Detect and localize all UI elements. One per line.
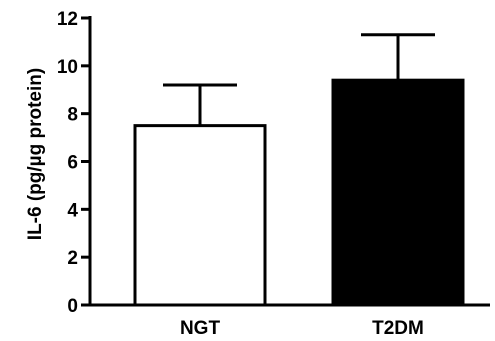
- y-tick-label-4: 4: [67, 200, 78, 221]
- x-tick-label-ngt: NGT: [180, 318, 221, 339]
- y-tick-label-12: 12: [57, 9, 78, 30]
- y-tick-label-10: 10: [57, 57, 78, 78]
- bar-ngt: [133, 124, 267, 307]
- y-tick-label-2: 2: [67, 248, 78, 269]
- x-tick-label-t2dm: T2DM: [372, 318, 424, 339]
- y-tick-label-0: 0: [67, 296, 78, 317]
- y-tick-label-8: 8: [67, 105, 78, 126]
- y-axis-title: IL-6 (pg/µg protein): [25, 68, 46, 240]
- bar-t2dm: [331, 78, 465, 307]
- y-tick-label-6: 6: [67, 153, 78, 174]
